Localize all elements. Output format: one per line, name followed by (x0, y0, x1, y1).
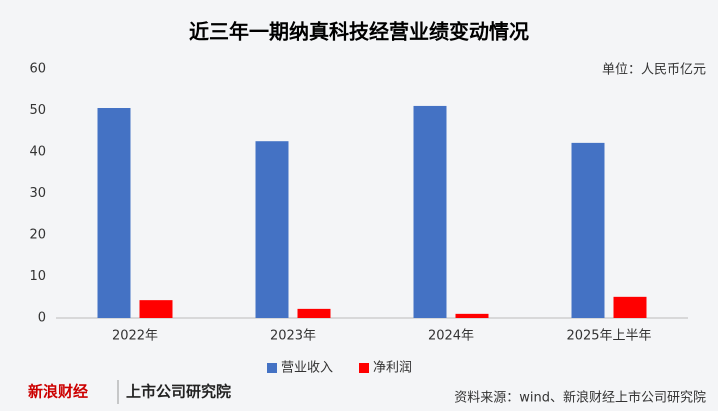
y-tick-label: 10 (29, 269, 46, 284)
y-tick-label: 30 (29, 186, 46, 201)
legend-swatch (359, 363, 369, 373)
bar (413, 105, 447, 318)
x-tick-label: 2025年上半年 (566, 329, 651, 344)
y-tick-label: 0 (38, 311, 46, 326)
institute-logo: 上市公司研究院 (126, 383, 231, 401)
x-tick-label: 2022年 (112, 329, 158, 344)
bar (455, 313, 489, 318)
y-tick-label: 20 (29, 228, 46, 243)
y-tick-label: 60 (29, 62, 46, 77)
unit-note: 单位：人民币亿元 (602, 63, 706, 78)
chart-title: 近三年一期纳真科技经营业绩变动情况 (189, 20, 529, 44)
legend-swatch (267, 363, 277, 373)
brand-logo: 新浪财经 (28, 383, 88, 401)
bar (139, 300, 173, 318)
bar (297, 308, 331, 318)
legend-label: 营业收入 (281, 361, 333, 376)
x-tick-label: 2024年 (428, 329, 474, 344)
bar (613, 296, 647, 318)
x-tick-label: 2023年 (270, 329, 316, 344)
bar (97, 108, 131, 318)
y-tick-label: 40 (29, 145, 46, 160)
bar (571, 142, 605, 318)
y-tick-label: 50 (29, 103, 46, 118)
source-note: 资料来源：wind、新浪财经上市公司研究院 (454, 390, 706, 406)
bar (255, 141, 289, 318)
legend-label: 净利润 (373, 361, 412, 376)
